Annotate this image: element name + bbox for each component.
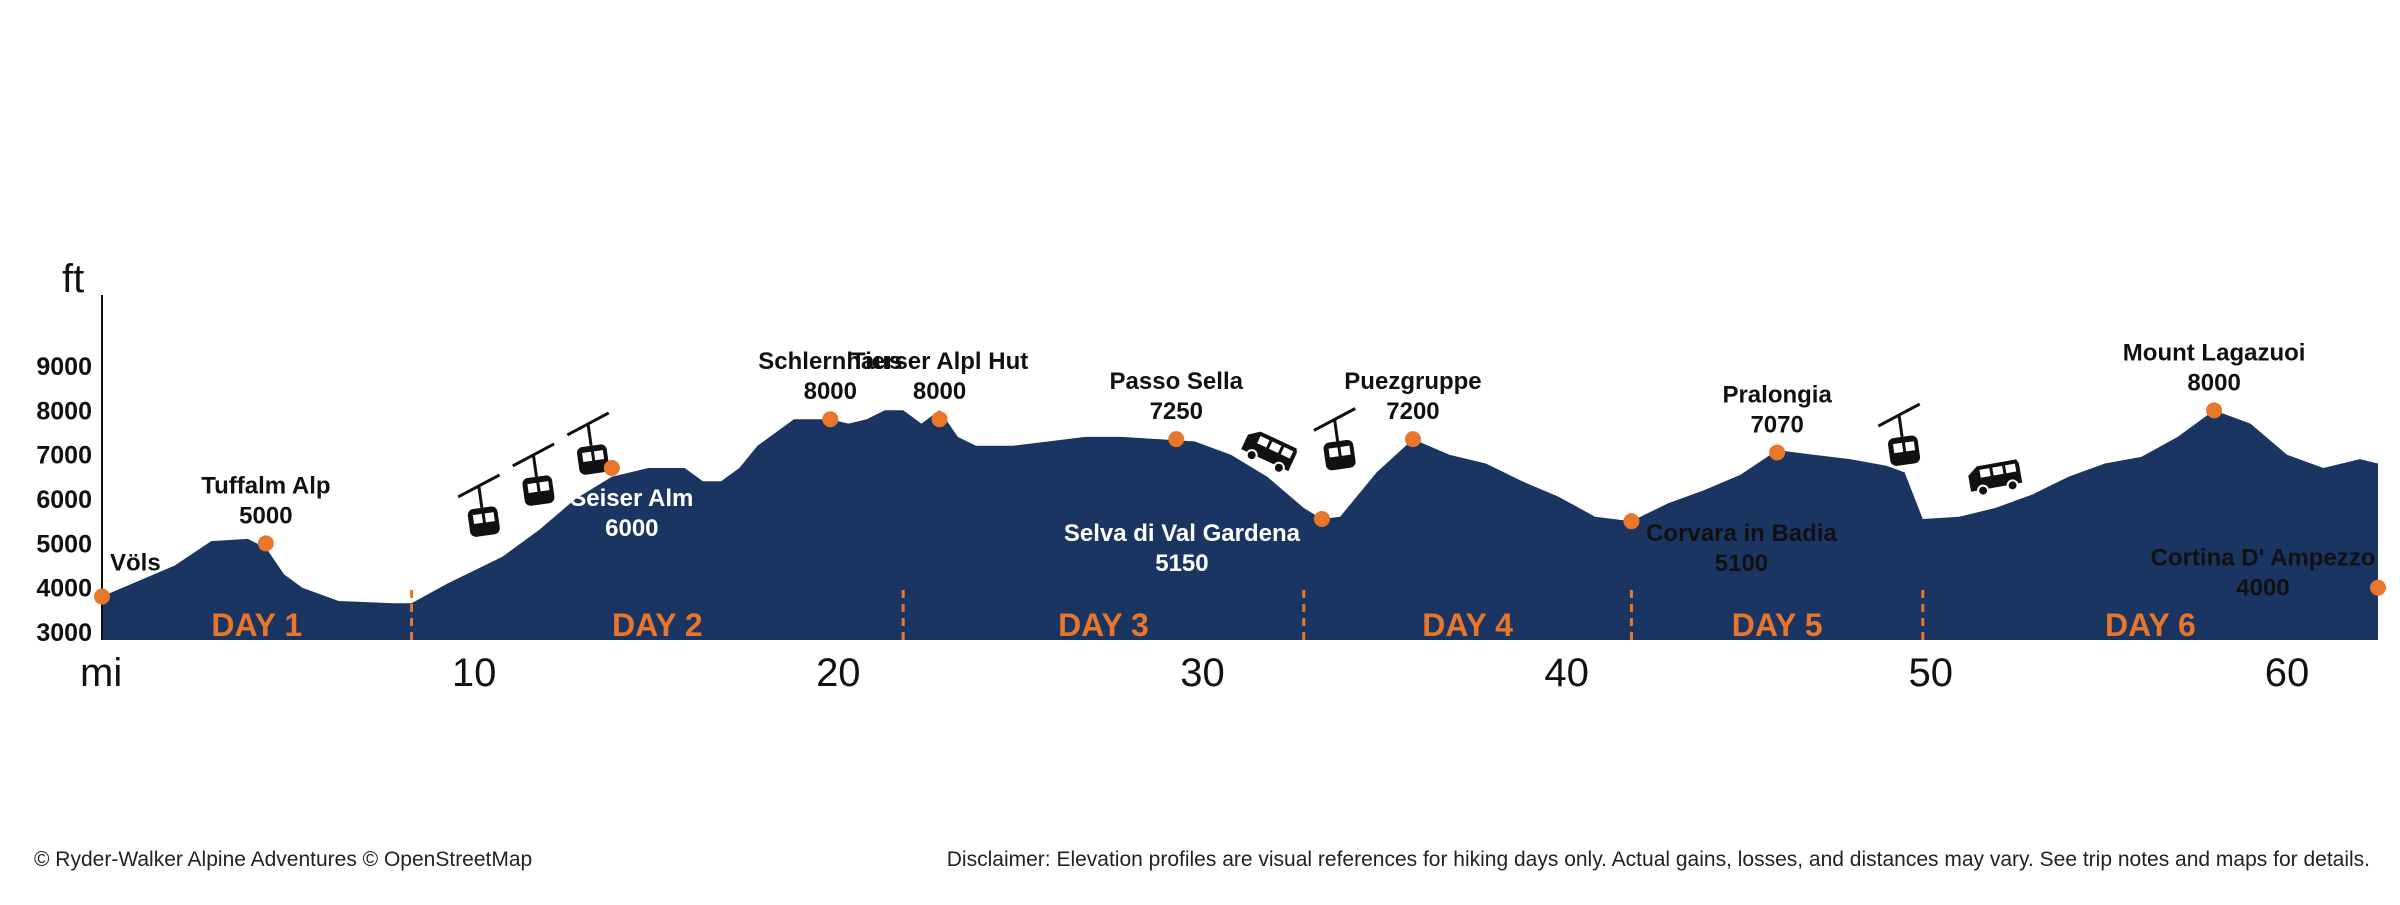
waypoint-elevation: 5000	[239, 502, 292, 529]
waypoint-marker	[1313, 510, 1330, 527]
waypoint-marker	[1168, 431, 1185, 448]
y-tick-label: 4000	[36, 575, 92, 603]
waypoint-elevation: 7070	[1750, 411, 1803, 438]
waypoint-name: Selva di Val Gardena	[1064, 520, 1301, 547]
waypoint-name: Corvara in Badia	[1646, 520, 1837, 547]
gondola-icon	[1877, 402, 1921, 466]
y-tick-label: 8000	[36, 397, 92, 425]
waypoint-marker	[1623, 513, 1640, 530]
day-label: DAY 3	[1058, 607, 1149, 643]
waypoint-marker	[2370, 579, 2386, 596]
waypoint-elevation: 7200	[1386, 398, 1439, 425]
x-tick-label: 10	[452, 651, 497, 695]
x-tick-label: 30	[1180, 651, 1225, 695]
waypoint-elevation: 8000	[2187, 369, 2240, 396]
y-tick-label: 5000	[36, 530, 92, 558]
waypoint-name: Pralongia	[1722, 381, 1832, 408]
waypoint-marker	[257, 535, 274, 552]
waypoint-elevation: 5100	[1715, 550, 1768, 577]
day-label: DAY 1	[211, 607, 302, 643]
waypoint-marker	[603, 459, 620, 476]
elevation-area	[102, 410, 2378, 640]
waypoint-elevation: 8000	[913, 378, 966, 405]
waypoint-name: Völs	[110, 550, 161, 577]
waypoint-name: Puezgruppe	[1344, 368, 1481, 395]
waypoint-marker	[2206, 402, 2223, 419]
waypoint-elevation: 4000	[2236, 575, 2289, 602]
y-tick-label: 9000	[36, 353, 92, 381]
day-label: DAY 2	[612, 607, 703, 643]
day-label: DAY 5	[1732, 607, 1823, 643]
van-icon	[1241, 431, 1297, 474]
waypoint-marker	[94, 588, 110, 605]
waypoint-name: Tierser Alpl Hut	[851, 348, 1028, 375]
waypoint-name: Tuffalm Alp	[201, 472, 330, 499]
day-label: DAY 6	[2105, 607, 2196, 643]
y-tick-label: 7000	[36, 442, 92, 470]
waypoint-name: Cortina D' Ampezzo	[2151, 545, 2376, 572]
waypoint-name: Passo Sella	[1110, 368, 1244, 395]
waypoint-elevation: 7250	[1150, 398, 1203, 425]
gondola-icon	[566, 411, 610, 475]
x-tick-label: 60	[2265, 651, 2310, 695]
gondola-icon	[1313, 407, 1356, 471]
waypoint-name: Seiser Alm	[570, 485, 693, 512]
x-tick-label: 40	[1544, 651, 1589, 695]
van-icon	[1968, 459, 2023, 497]
footer-credits: © Ryder-Walker Alpine Adventures © OpenS…	[34, 848, 532, 871]
y-tick-label: 3000	[36, 619, 92, 647]
gondola-icon	[512, 442, 555, 506]
x-tick-label: 50	[1909, 651, 1954, 695]
waypoint-marker	[1769, 444, 1786, 461]
waypoint-name: Schlernhaus	[758, 348, 902, 375]
waypoint-marker	[931, 411, 948, 428]
waypoint-marker	[822, 411, 839, 428]
x-tick-label: 20	[816, 651, 861, 695]
x-axis-label: mi	[80, 651, 122, 695]
day-label: DAY 4	[1422, 607, 1513, 643]
y-tick-label: 6000	[36, 486, 92, 514]
gondola-icon	[457, 473, 501, 537]
waypoint-name: Mount Lagazuoi	[2123, 339, 2306, 366]
footer-disclaimer: Disclaimer: Elevation profiles are visua…	[947, 848, 2370, 871]
waypoint-marker	[1404, 431, 1421, 448]
waypoint-elevation: 8000	[804, 378, 857, 405]
waypoint-elevation: 6000	[605, 515, 658, 542]
y-axis-label: ft	[62, 257, 84, 301]
waypoint-elevation: 5150	[1155, 550, 1208, 577]
